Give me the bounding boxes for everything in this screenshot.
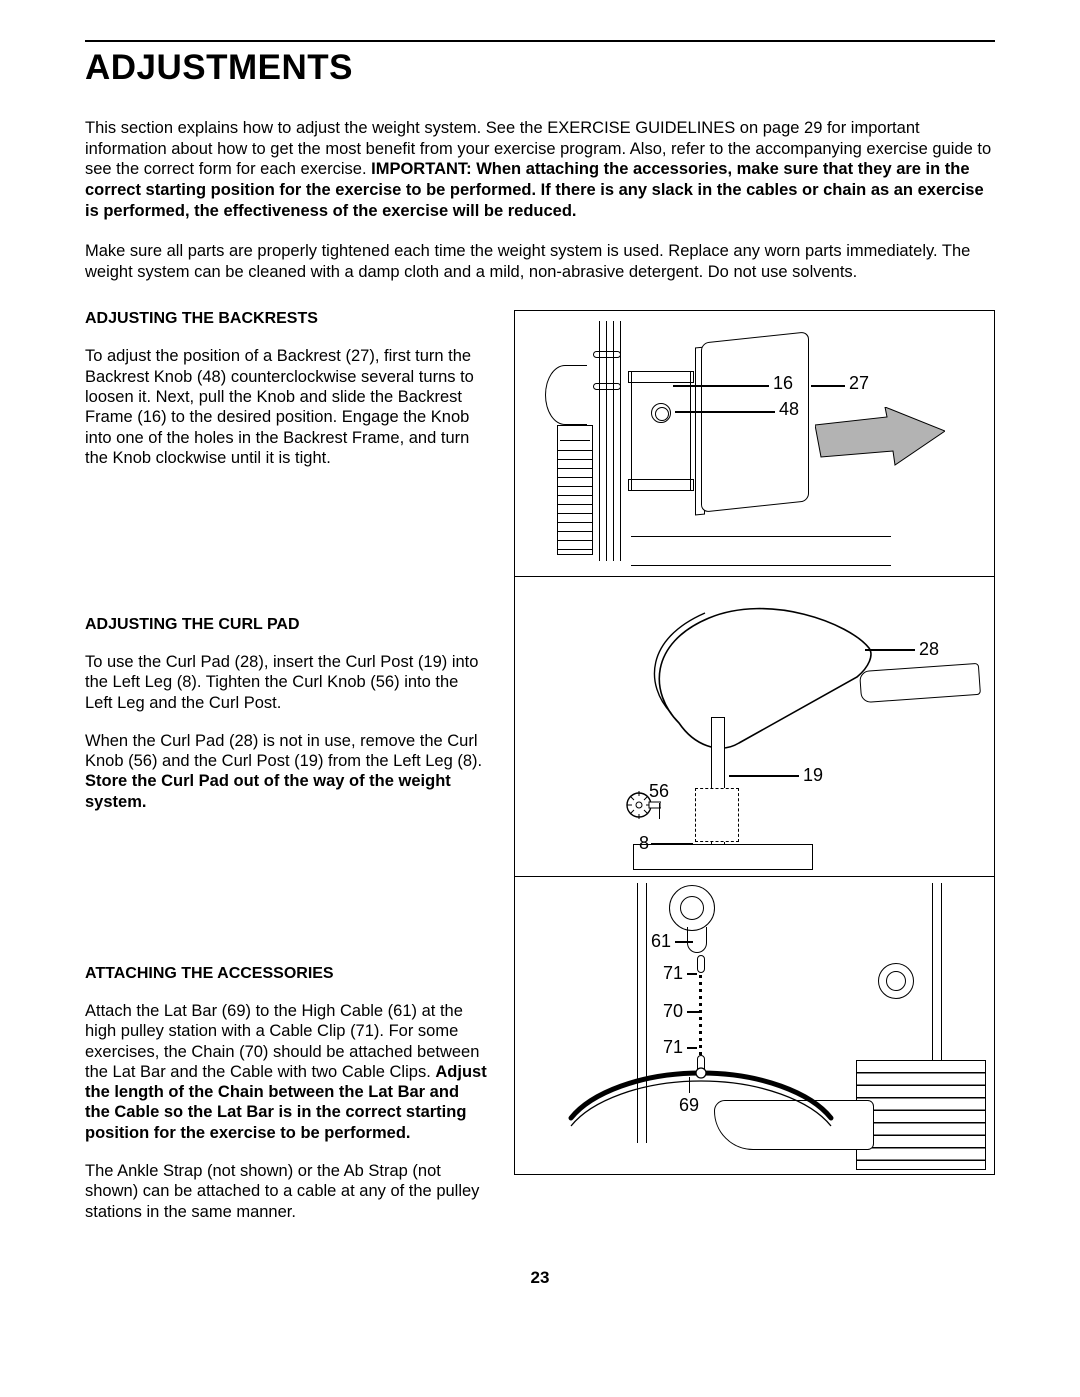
curlpad-p1: To use the Curl Pad (28), insert the Cur… [85,652,488,713]
lat-bar-icon [561,1063,841,1133]
handle-icon [545,365,587,425]
figure-panel-backrest: 16 27 48 [515,311,994,576]
figure-box: 16 27 48 [514,310,995,1175]
callout-28: 28 [919,639,939,660]
heading-accessories: ATTACHING THE ACCESSORIES [85,965,488,983]
leader-line [865,649,915,650]
curlpad-p2: When the Curl Pad (28) is not in use, re… [85,731,488,812]
leader-line [675,411,775,412]
callout-27: 27 [849,373,869,394]
pulley-icon [878,963,914,999]
cable-clip-icon [697,955,705,973]
callout-71: 71 [663,963,683,984]
callout-48: 48 [779,399,799,420]
leader-line [687,1011,699,1012]
right-column: 16 27 48 [514,310,995,1239]
left-column: ADJUSTING THE BACKRESTS To adjust the po… [85,310,488,1239]
page-number: 23 [85,1268,995,1288]
cable-hook-icon [687,927,707,953]
figure-panel-curlpad: 28 19 56 8 [515,576,994,876]
intro-paragraph-2: Make sure all parts are properly tighten… [85,241,995,282]
intro-paragraph-1: This section explains how to adjust the … [85,118,995,221]
accessories-p2: The Ankle Strap (not shown) or the Ab St… [85,1161,488,1222]
callout-70: 70 [663,1001,683,1022]
heading-backrests: ADJUSTING THE BACKRESTS [85,310,488,328]
page-title: ADJUSTMENTS [85,48,995,88]
curlpad-p2-bold: Store the Curl Pad out of the way of the… [85,772,451,810]
curlpad-p2-text: When the Curl Pad (28) is not in use, re… [85,732,482,770]
callout-19: 19 [803,765,823,786]
leader-line [651,843,693,844]
leader-line [689,1077,690,1093]
chain-icon [699,975,702,1055]
top-rule [85,40,995,42]
spacer [85,830,488,965]
leader-line [687,973,697,974]
leader-line [687,1047,697,1048]
backrest-pad-icon [701,332,809,513]
weight-stack-icon [557,425,593,555]
callout-16: 16 [773,373,793,394]
two-column-layout: ADJUSTING THE BACKRESTS To adjust the po… [85,310,995,1239]
backrests-p1: To adjust the position of a Backrest (27… [85,346,488,468]
callout-8: 8 [639,833,649,854]
callout-71: 71 [663,1037,683,1058]
leader-line [673,385,769,386]
weight-stack-icon [856,1060,986,1170]
leader-line [811,385,845,386]
left-leg-icon [633,844,813,870]
page: ADJUSTMENTS This section explains how to… [0,0,1080,1318]
callout-69: 69 [679,1095,699,1116]
accessories-p1-text: Attach the Lat Bar (69) to the High Cabl… [85,1002,479,1081]
leader-line [675,941,693,942]
collar-icon [593,351,621,358]
post-socket-icon [695,788,739,842]
collar-icon [593,383,621,390]
spacer [85,486,488,616]
seat-rail-icon [631,536,891,566]
callout-61: 61 [651,931,671,952]
direction-arrow-icon [815,407,945,471]
leader-line [729,775,799,776]
heading-curlpad: ADJUSTING THE CURL PAD [85,616,488,634]
callout-56: 56 [649,781,669,802]
pulley-icon [669,885,715,931]
curl-pad-icon [639,593,879,753]
figure-panel-accessories: 61 71 70 71 69 [515,876,994,1174]
accessories-p1: Attach the Lat Bar (69) to the High Cabl… [85,1001,488,1143]
backrest-frame-icon [631,371,691,491]
leader-line [659,803,660,819]
